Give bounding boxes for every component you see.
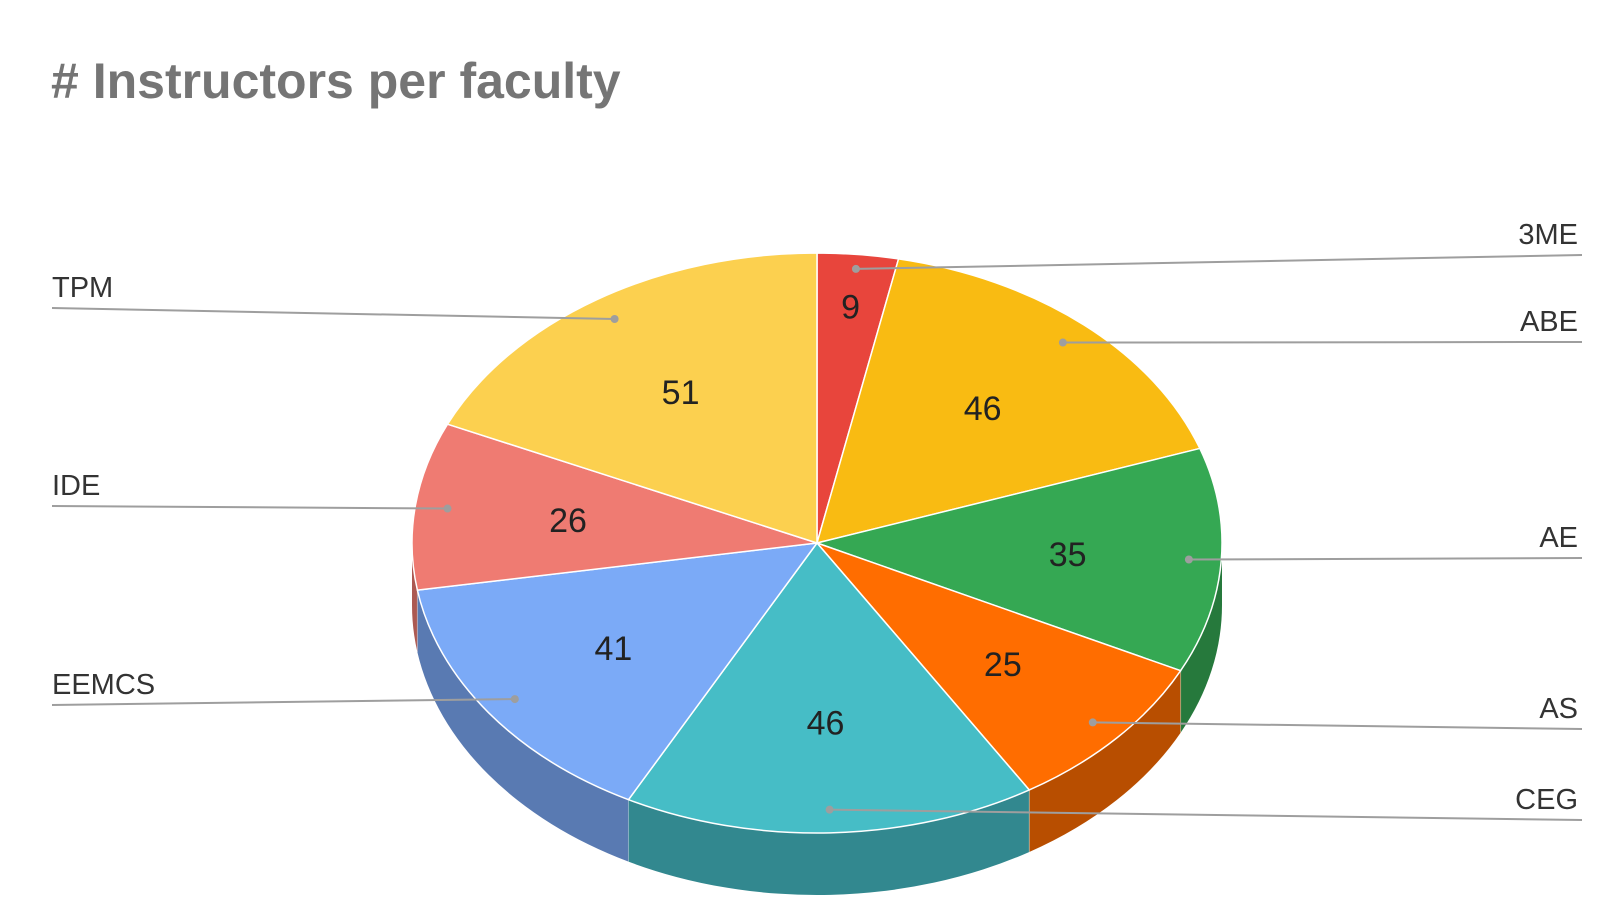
data-label-as: 25: [984, 646, 1022, 684]
slice-eemcs[interactable]: [416, 542, 818, 801]
legend: 3ME ABE AE AS CEG TPM IDE EEMCS: [52, 219, 1578, 816]
legend-label-eemcs: EEMCS: [52, 669, 155, 701]
leader-line-eemcs: [51, 698, 515, 706]
slice-side-ae: [1180, 543, 1222, 733]
slice-as[interactable]: [816, 542, 1182, 791]
chart-title: # Instructors per faculty: [51, 53, 621, 109]
legend-label-ceg: CEG: [1515, 784, 1578, 816]
data-label-3me: 9: [841, 288, 860, 326]
legend-label-ide: IDE: [52, 470, 100, 502]
leader-line-abe: [1062, 341, 1583, 344]
slice-side-ceg: [628, 789, 1030, 895]
leader-line-tpm: [51, 307, 615, 320]
data-label-tpm: 51: [662, 374, 700, 412]
data-label-ae: 35: [1049, 536, 1087, 574]
legend-label-abe: ABE: [1520, 306, 1578, 338]
leader-line-ceg: [829, 808, 1583, 821]
slice-ide[interactable]: [411, 423, 818, 591]
slice-side-eemcs: [417, 590, 629, 862]
slice-ceg[interactable]: [627, 542, 1031, 834]
legend-label-as: AS: [1539, 693, 1578, 725]
legend-label-3me: 3ME: [1518, 219, 1578, 251]
leader-line-ae: [1188, 557, 1583, 561]
data-label-eemcs: 41: [594, 630, 632, 668]
slice-ae[interactable]: [816, 447, 1223, 672]
data-label-ide: 26: [549, 502, 587, 540]
legend-label-tpm: TPM: [52, 272, 113, 304]
slice-tpm[interactable]: [446, 252, 818, 544]
leader-lines: [51, 254, 1583, 821]
data-label-abe: 46: [964, 390, 1002, 428]
legend-label-ae: AE: [1539, 522, 1578, 554]
data-label-ceg: 46: [807, 705, 845, 743]
data-labels: 9 46 35 25 46 41 26 51: [549, 288, 1086, 742]
pie-top: [411, 252, 1223, 834]
leader-line-3me: [855, 254, 1583, 270]
leader-line-as: [1092, 721, 1583, 730]
leader-line-ide: [51, 505, 448, 510]
